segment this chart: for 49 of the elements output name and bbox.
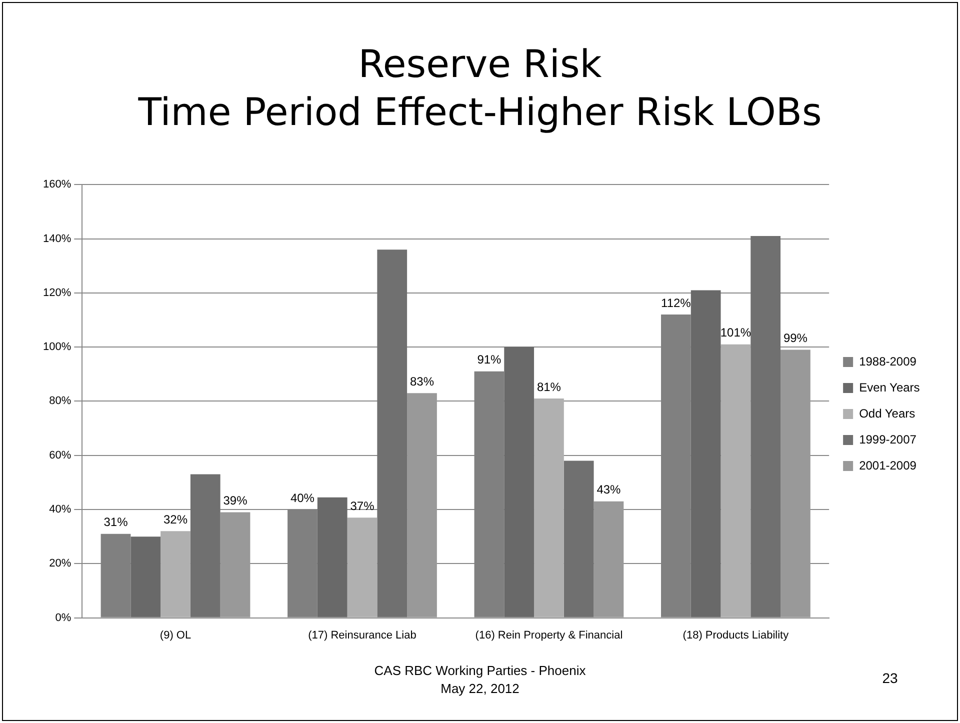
bar <box>160 531 190 618</box>
data-label: 91% <box>477 352 502 367</box>
y-tick-label: 120% <box>42 286 72 299</box>
legend-label: 1999-2007 <box>859 432 917 446</box>
bar <box>780 350 810 618</box>
bar <box>720 344 751 618</box>
data-label: 31% <box>104 515 128 530</box>
chart-title: Reserve Risk Time Period Effect-Higher Risk LOBs <box>137 41 823 136</box>
data-label: 83% <box>410 374 434 388</box>
y-tick-label: 60% <box>49 449 72 462</box>
bar <box>377 250 408 618</box>
x-tick-label: (9) OL <box>160 629 192 642</box>
bar <box>347 518 378 618</box>
bar <box>534 398 564 618</box>
y-tick-label: 0% <box>55 612 72 624</box>
bar <box>504 347 534 618</box>
data-label: 39% <box>223 494 248 508</box>
text: CAS RBC Working Parties - Phoenix May 22, 2012 <box>373 662 587 698</box>
bar <box>407 393 437 618</box>
data-label: 37% <box>350 498 375 513</box>
bar <box>317 497 348 618</box>
bar <box>190 474 220 618</box>
x-tick-label: (18) Products Liability <box>682 629 790 642</box>
y-tick-label: 20% <box>49 558 72 570</box>
y-tick-label: 40% <box>49 504 72 516</box>
y-tick-label: 100% <box>42 341 72 354</box>
legend-label: 2001-2009 <box>859 458 917 472</box>
y-tick-label: 140% <box>42 232 72 245</box>
bar <box>594 501 624 618</box>
data-label: 112% <box>661 296 692 310</box>
bar <box>690 290 721 618</box>
x-tick-label: (16) Rein Property & Financial <box>475 629 623 642</box>
data-label: 81% <box>536 380 562 394</box>
y-tick-label: 160% <box>42 178 72 191</box>
text: 23 <box>881 670 899 686</box>
legend-label: 1988-2009 <box>859 354 917 368</box>
data-label: 32% <box>163 512 188 526</box>
bar <box>564 460 594 618</box>
legend-label: Odd Years <box>859 406 916 420</box>
bar <box>220 512 250 618</box>
data-label: 40% <box>290 490 315 505</box>
x-tick-label: (17) Reinsurance Liab <box>308 629 416 642</box>
data-label: 101% <box>720 326 752 340</box>
y-tick-label: 80% <box>49 395 72 408</box>
bar <box>130 536 161 618</box>
data-label: 43% <box>596 482 622 497</box>
bar <box>750 236 781 618</box>
legend-label: Even Years <box>859 380 920 394</box>
data-label: 99% <box>783 331 808 346</box>
